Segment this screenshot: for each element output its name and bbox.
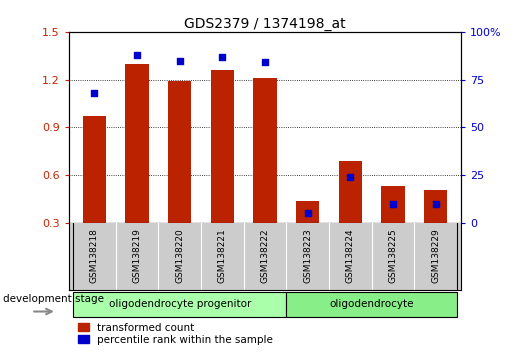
Bar (83, 116, 106, 223)
Bar (210, 70, 234, 223)
Text: GSM138221: GSM138221 (218, 228, 227, 283)
Point (303, 211, 312, 216)
Text: GSM138224: GSM138224 (346, 228, 355, 283)
Text: GSM138218: GSM138218 (90, 228, 99, 283)
Text: GSM138223: GSM138223 (303, 228, 312, 283)
Bar (126, 64, 149, 223)
FancyBboxPatch shape (286, 292, 457, 317)
Point (261, 59, 269, 65)
Text: development stage: development stage (3, 294, 104, 304)
Point (175, 58, 184, 63)
Text: GSM138229: GSM138229 (431, 228, 440, 283)
Point (90, 90, 99, 96)
Text: GSM138219: GSM138219 (132, 228, 142, 283)
Text: GSM138225: GSM138225 (388, 228, 398, 283)
Point (218, 54, 227, 59)
Bar (253, 78, 277, 223)
Bar (381, 186, 404, 223)
Text: oligodendrocyte: oligodendrocyte (329, 299, 414, 309)
Point (133, 52, 142, 58)
Text: GSM138220: GSM138220 (175, 228, 184, 283)
Point (346, 174, 355, 180)
FancyBboxPatch shape (73, 292, 286, 317)
Point (388, 201, 397, 207)
Text: GSM138222: GSM138222 (261, 228, 269, 283)
Legend: transformed count, percentile rank within the sample: transformed count, percentile rank withi… (74, 318, 277, 349)
Bar (296, 201, 320, 223)
Title: GDS2379 / 1374198_at: GDS2379 / 1374198_at (184, 17, 346, 31)
Bar (424, 190, 447, 223)
Point (431, 201, 440, 207)
Bar (168, 81, 191, 223)
Bar (339, 161, 362, 223)
Text: oligodendrocyte progenitor: oligodendrocyte progenitor (109, 299, 251, 309)
